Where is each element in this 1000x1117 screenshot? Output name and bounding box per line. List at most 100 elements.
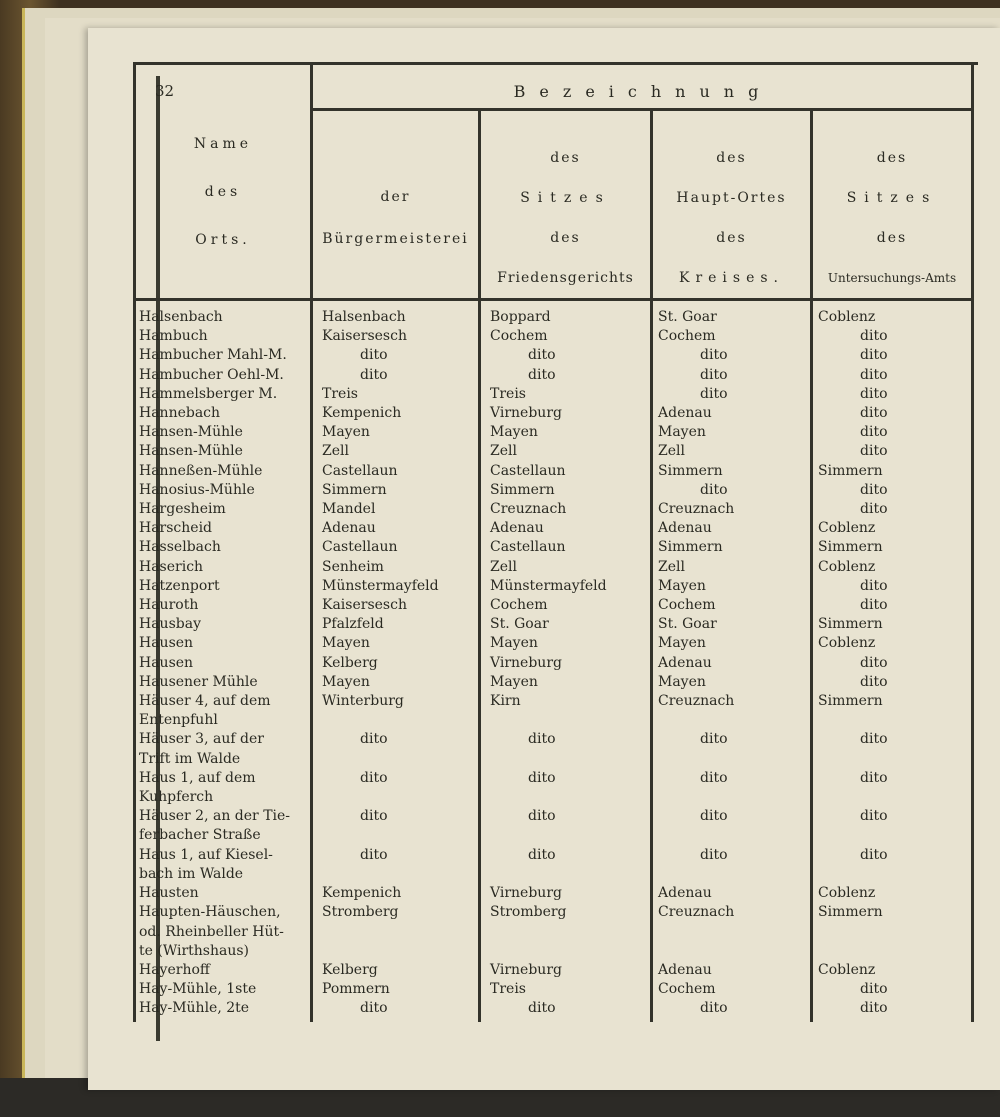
cell-kreis: dito: [700, 366, 728, 383]
cell-ort: Hay-Mühle, 1ste: [139, 981, 257, 998]
cell-kreis: Mayen: [658, 424, 706, 441]
cell-kreis: Mayen: [658, 635, 706, 652]
table-row: Hausen Kelberg Virneburg Adenau dito: [133, 654, 973, 673]
cell-friedensgericht: dito: [528, 1000, 556, 1017]
header-kreis: des Haupt-Ortes des Kreises.: [653, 138, 810, 298]
table-row: Haus 1, auf Kiesel- bach im Walde dito dit…: [133, 846, 973, 884]
cell-buergermeisterei: Mandel: [322, 501, 376, 518]
cell-ort: Hausen: [139, 654, 194, 671]
cell-untersuchungsamt: dito: [860, 424, 888, 441]
cell-friedensgericht: Castellaun: [490, 462, 566, 479]
table-row: Hansen-Mühle Mayen Mayen Mayen dito: [133, 423, 973, 442]
table-row: Hasselbach Castellaun Castellaun Simmern Sim…: [133, 538, 973, 557]
cell-untersuchungsamt: Coblenz: [818, 885, 876, 902]
header-line: Sitzes: [846, 190, 938, 206]
cell-buergermeisterei: dito: [360, 846, 388, 863]
cell-ort: Haus 1, auf Kiesel- bach im Walde: [139, 846, 273, 882]
cell-untersuchungsamt: dito: [860, 501, 888, 518]
cell-buergermeisterei: Simmern: [322, 481, 387, 498]
cell-kreis: St. Goar: [658, 309, 717, 325]
cell-buergermeisterei: Treis: [322, 385, 358, 402]
table-row: Hausbay Pfalzfeld St. Goar St. Goar Simmern: [133, 615, 973, 634]
cell-kreis: Mayen: [658, 673, 706, 690]
header-line: Name: [193, 136, 253, 152]
cell-kreis: Zell: [658, 558, 685, 575]
header-line: des: [550, 150, 581, 166]
header-line: des: [550, 230, 581, 246]
header-line: Friedensgerichts: [497, 270, 634, 286]
cell-untersuchungsamt: Coblenz: [818, 309, 876, 325]
cell-buergermeisterei: Adenau: [322, 520, 376, 537]
page-number: 32: [155, 82, 175, 100]
cell-ort: Hayerhoff: [139, 961, 210, 978]
cell-friedensgericht: Boppard: [490, 309, 551, 325]
table-row: Hauroth Kaisersesch Cochem Cochem dito: [133, 596, 973, 615]
book-page: [88, 28, 1000, 1090]
cell-kreis: Adenau: [658, 885, 712, 902]
cell-buergermeisterei: Kelberg: [322, 961, 378, 978]
cell-ort: Haserich: [139, 558, 204, 575]
cell-friedensgericht: Creuznach: [490, 501, 567, 518]
cell-friedensgericht: Cochem: [490, 597, 548, 614]
cell-friedensgericht: Virneburg: [490, 961, 562, 978]
cell-friedensgericht: dito: [528, 808, 556, 825]
table-row: Harscheid Adenau Adenau Adenau Coblenz: [133, 519, 973, 538]
cell-friedensgericht: St. Goar: [490, 616, 549, 633]
cell-friedensgericht: dito: [528, 366, 556, 383]
cell-buergermeisterei: dito: [360, 347, 388, 364]
cell-kreis: Creuznach: [658, 904, 735, 921]
cell-untersuchungsamt: Simmern: [818, 693, 883, 710]
cell-untersuchungsamt: dito: [860, 385, 888, 402]
cell-untersuchungsamt: Simmern: [818, 616, 883, 633]
cell-friedensgericht: Virneburg: [490, 885, 562, 902]
cell-buergermeisterei: Mayen: [322, 635, 370, 652]
cell-ort: Hauroth: [139, 597, 199, 614]
cell-untersuchungsamt: dito: [860, 366, 888, 383]
cell-buergermeisterei: Kempenich: [322, 885, 402, 902]
table-top-rule: [133, 62, 978, 65]
cell-buergermeisterei: Castellaun: [322, 539, 398, 556]
header-line: Orts.: [195, 232, 251, 248]
cell-kreis: Creuznach: [658, 501, 735, 518]
cell-ort: Hausen: [139, 635, 194, 652]
cell-buergermeisterei: Mayen: [322, 673, 370, 690]
cell-ort: Hatzenport: [139, 577, 220, 594]
table-row: Hansen-Mühle Zell Zell Zell dito: [133, 442, 973, 461]
table-row: Halsenbach Halsenbach Boppard St. Goar Coble…: [133, 308, 973, 327]
cell-friedensgericht: Adenau: [490, 520, 544, 537]
cell-ort: Hay-Mühle, 2te: [139, 1000, 250, 1017]
cell-friedensgericht: dito: [528, 769, 556, 786]
cell-buergermeisterei: Kaisersesch: [322, 597, 407, 614]
cell-untersuchungsamt: dito: [860, 1000, 888, 1017]
header-line: Sitzes: [520, 190, 611, 206]
cell-friedensgericht: Kirn: [490, 693, 521, 710]
cell-buergermeisterei: dito: [360, 769, 388, 786]
cell-friedensgericht: Castellaun: [490, 539, 566, 556]
header-line: Untersuchungs-Amts: [827, 271, 957, 285]
table-row: Hausten Kempenich Virneburg Adenau Coblenz: [133, 884, 973, 903]
cell-kreis: Simmern: [658, 539, 723, 556]
header-line: Bürgermeisterei: [322, 231, 469, 247]
cell-untersuchungsamt: dito: [860, 328, 888, 345]
cell-untersuchungsamt: dito: [860, 654, 888, 671]
cell-ort: Hannebach: [139, 405, 221, 422]
cell-friedensgericht: Treis: [490, 981, 526, 998]
cell-kreis: Mayen: [658, 577, 706, 594]
cell-ort: Hammelsberger M.: [139, 385, 278, 402]
cell-kreis: Cochem: [658, 597, 716, 614]
header-line: des: [876, 230, 908, 246]
cell-ort: Haupten-Häuschen, od. Rheinbeller Hüt- t…: [139, 904, 284, 959]
cell-kreis: Adenau: [658, 654, 712, 671]
header-untersuchungsamt: des Sitzes des Untersuchungs-Amts: [813, 138, 971, 298]
table-row: Häuser 2, an der Tie- ferbacher Straße di…: [133, 807, 973, 845]
cell-kreis: Cochem: [658, 328, 716, 345]
table-row: Häuser 4, auf dem Entenpfuhl Winterburg Ki…: [133, 692, 973, 730]
cell-friedensgericht: Mayen: [490, 673, 538, 690]
cell-untersuchungsamt: Coblenz: [818, 558, 876, 575]
cell-ort: Hambuch: [139, 328, 208, 345]
cell-untersuchungsamt: dito: [860, 673, 888, 690]
header-line: des: [204, 184, 242, 200]
cell-kreis: dito: [700, 1000, 728, 1017]
cell-untersuchungsamt: dito: [860, 443, 888, 460]
cell-untersuchungsamt: dito: [860, 731, 888, 748]
